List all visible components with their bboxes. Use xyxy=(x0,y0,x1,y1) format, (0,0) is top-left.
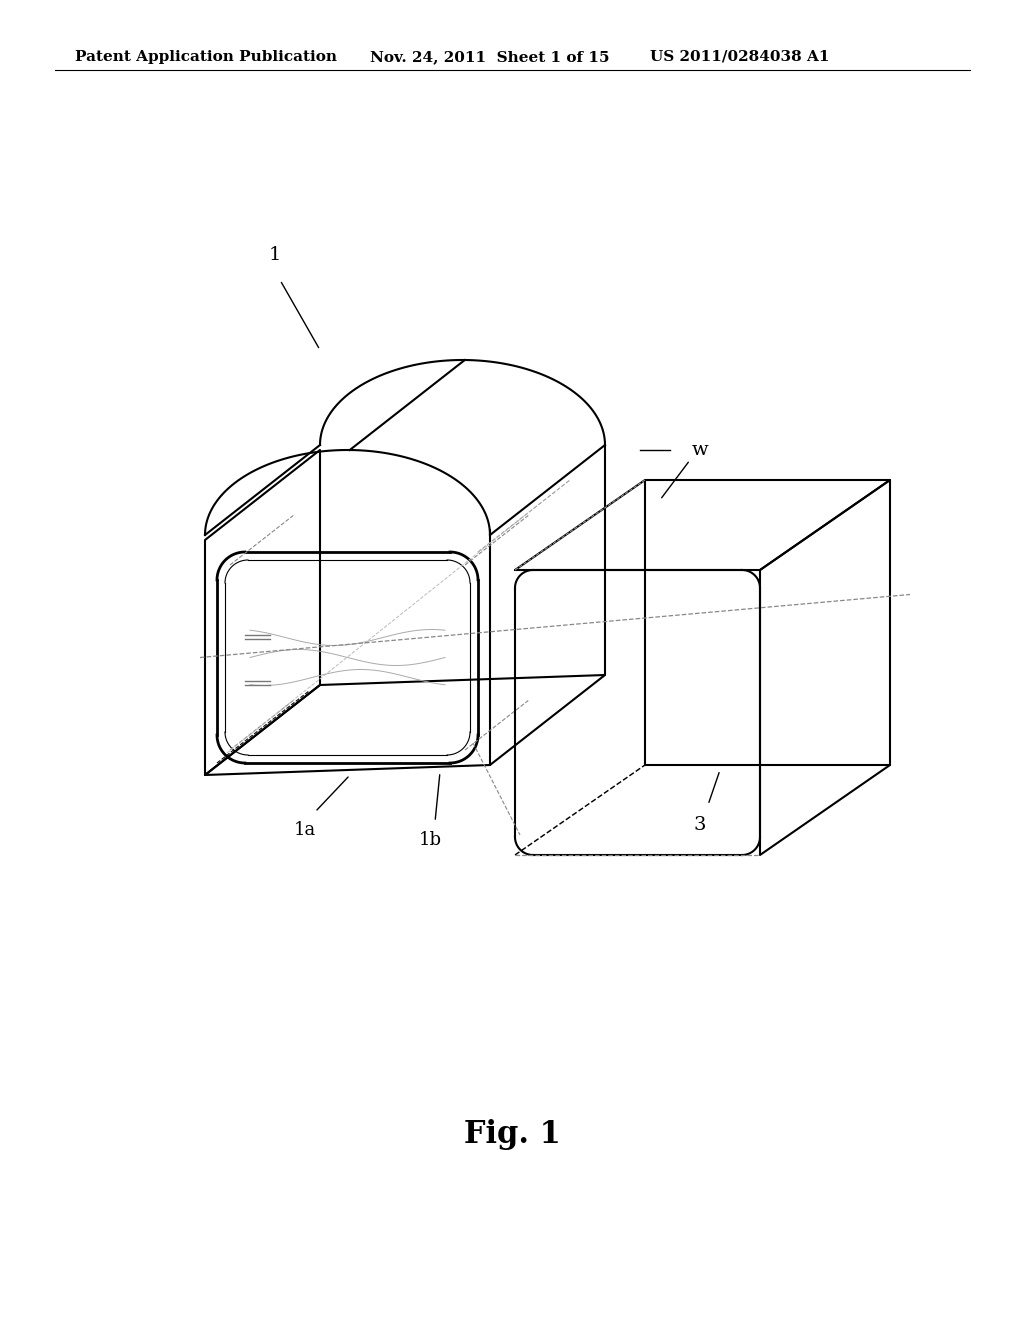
Text: Nov. 24, 2011  Sheet 1 of 15: Nov. 24, 2011 Sheet 1 of 15 xyxy=(370,50,609,63)
Text: 3: 3 xyxy=(693,816,707,834)
Text: 1a: 1a xyxy=(294,821,316,840)
Text: 1b: 1b xyxy=(419,832,441,849)
Text: w: w xyxy=(691,441,709,459)
Text: Fig. 1: Fig. 1 xyxy=(464,1119,560,1151)
Text: 1: 1 xyxy=(269,246,282,264)
Text: US 2011/0284038 A1: US 2011/0284038 A1 xyxy=(650,50,829,63)
Text: Patent Application Publication: Patent Application Publication xyxy=(75,50,337,63)
